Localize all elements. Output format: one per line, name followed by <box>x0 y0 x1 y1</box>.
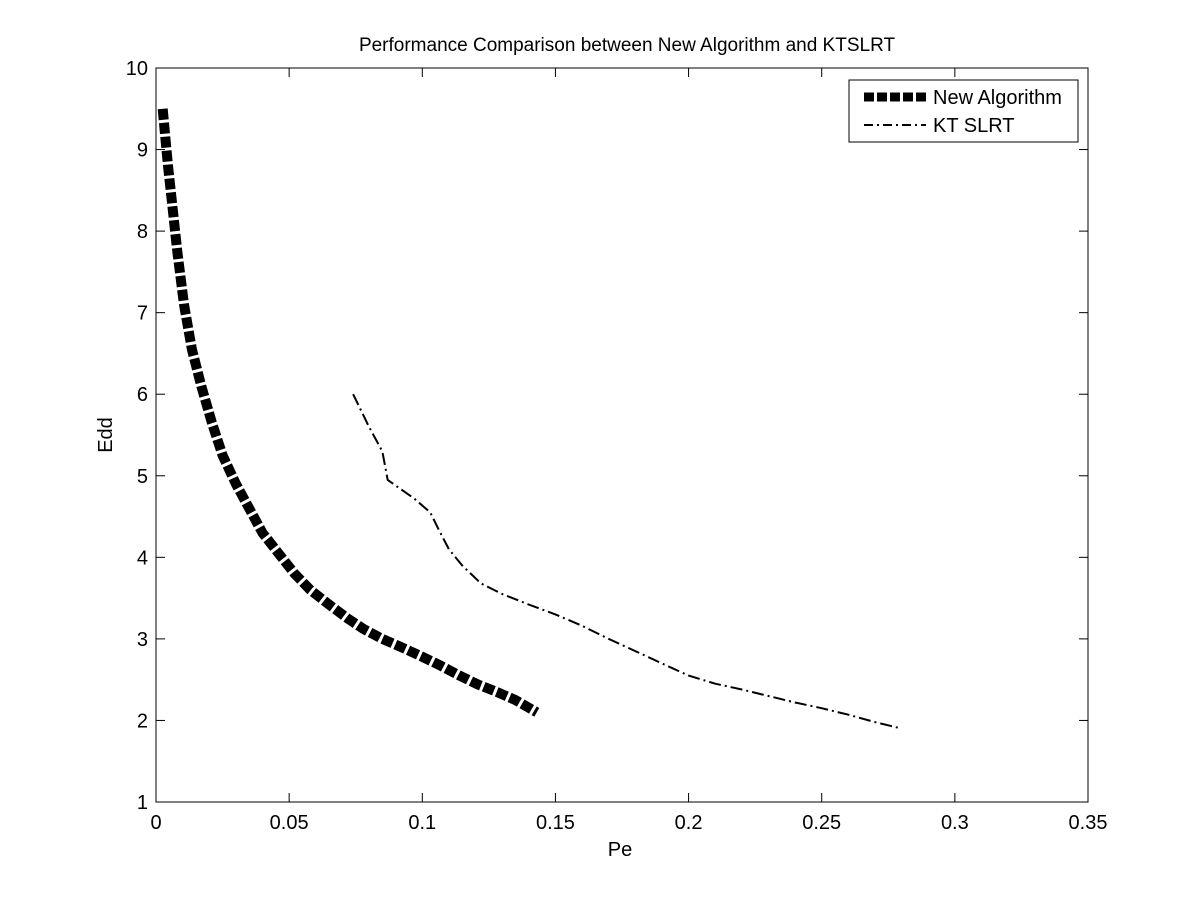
x-axis-label: Pe <box>608 839 632 861</box>
x-tick-label: 0.35 <box>1069 812 1108 834</box>
x-tick-label: 0.3 <box>941 812 969 834</box>
y-tick-label: 9 <box>137 140 148 162</box>
x-tick-label: 0.05 <box>270 812 309 834</box>
legend-label-kt-slrt: KT SLRT <box>933 115 1015 137</box>
y-tick-label: 8 <box>137 221 148 243</box>
legend: New Algorithm KT SLRT <box>848 79 1079 143</box>
y-axis-label: Edd <box>95 417 117 453</box>
y-tick-label: 2 <box>137 710 148 732</box>
x-tick-label: 0.1 <box>408 812 436 834</box>
x-tick-label: 0.2 <box>675 812 703 834</box>
series-line-kt-slrt <box>352 393 902 730</box>
chart-title: Performance Comparison between New Algor… <box>359 35 896 56</box>
y-tick-label: 4 <box>137 547 148 569</box>
y-tick-label: 1 <box>137 792 148 814</box>
y-tick-label: 3 <box>137 629 148 651</box>
plot-area <box>155 67 1089 803</box>
y-tick-label: 5 <box>137 466 148 488</box>
x-axis: 0 0.05 0.1 0.15 0.2 0.25 0.3 0.35 <box>150 68 1107 834</box>
legend-box <box>848 79 1079 143</box>
x-tick-label: 0.15 <box>536 812 575 834</box>
y-axis: 1 2 3 4 5 6 7 8 9 10 <box>126 58 1088 814</box>
legend-label-new-algorithm: New Algorithm <box>933 87 1062 109</box>
series-line-new-algorithm <box>157 108 540 717</box>
series-layer <box>157 108 902 730</box>
y-tick-label: 10 <box>126 58 148 80</box>
y-tick-label: 6 <box>137 384 148 406</box>
y-tick-label: 7 <box>137 303 148 325</box>
x-tick-label: 0.25 <box>802 812 841 834</box>
x-tick-label: 0 <box>150 812 161 834</box>
